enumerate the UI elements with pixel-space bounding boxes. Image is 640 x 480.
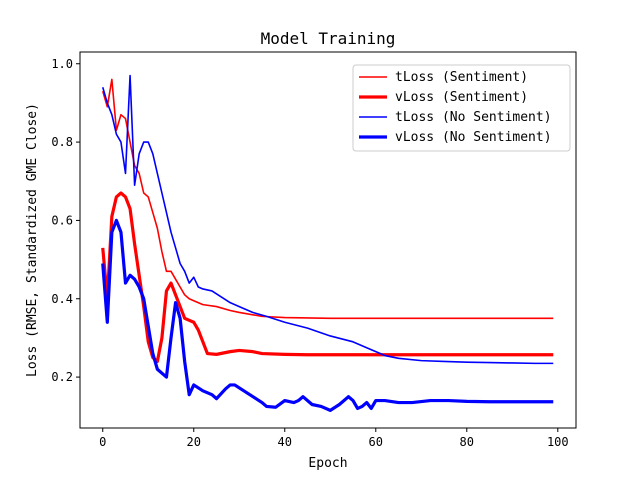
y-tick-label: 0.6 [51, 213, 73, 227]
legend: tLoss (Sentiment) vLoss (Sentiment) tLoss … [352, 64, 571, 152]
x-tick-label: 60 [369, 435, 383, 449]
y-axis-label: Loss (RMSE, Standardized GME Close) [25, 103, 40, 377]
y-tick-label: 0.8 [51, 135, 73, 149]
legend-box [352, 64, 571, 152]
y-tick-label: 0.2 [51, 370, 73, 384]
series-line-tloss-sentiment [101, 78, 554, 320]
series-line-vloss-sentiment [101, 191, 554, 364]
axis-ticks: 0 20 40 60 80 100 0.2 0.4 0.6 0.8 1.0 [51, 57, 568, 449]
legend-label-tloss-no-sentiment: tLoss (No Sentiment) [395, 110, 552, 125]
x-tick-label: 80 [460, 435, 474, 449]
x-tick-label: 100 [547, 435, 569, 449]
plot-frame [79, 51, 577, 429]
chart-title: Model Training [261, 29, 396, 48]
series-lines [101, 74, 554, 412]
legend-label-vloss-sentiment: vLoss (Sentiment) [395, 90, 528, 105]
x-tick-label: 0 [99, 435, 106, 449]
x-tick-label: 20 [187, 435, 201, 449]
x-axis-label: Epoch [308, 456, 347, 471]
legend-label-tloss-sentiment: tLoss (Sentiment) [395, 70, 528, 85]
y-tick-label: 1.0 [51, 57, 73, 71]
y-tick-label: 0.4 [51, 292, 73, 306]
x-tick-label: 40 [278, 435, 292, 449]
legend-label-vloss-no-sentiment: vLoss (No Sentiment) [395, 130, 552, 145]
series-line-vloss-no-sentiment [101, 218, 554, 412]
series-line-tloss-no-sentiment [101, 74, 554, 365]
